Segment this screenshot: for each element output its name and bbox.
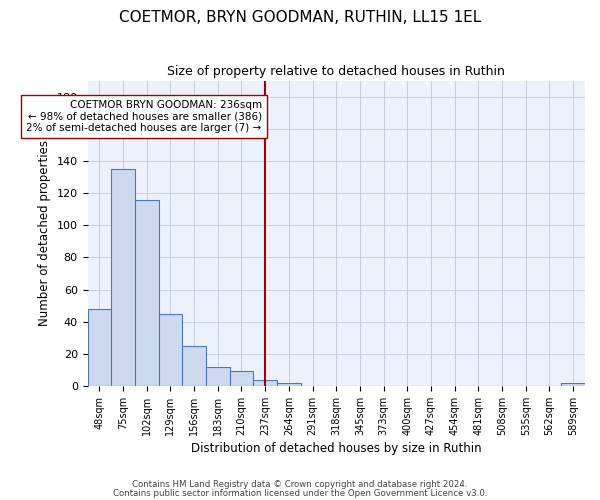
Bar bbox=[135, 200, 158, 386]
Text: COETMOR BRYN GOODMAN: 236sqm
← 98% of detached houses are smaller (386)
2% of se: COETMOR BRYN GOODMAN: 236sqm ← 98% of de… bbox=[26, 100, 262, 133]
X-axis label: Distribution of detached houses by size in Ruthin: Distribution of detached houses by size … bbox=[191, 442, 482, 455]
Y-axis label: Number of detached properties: Number of detached properties bbox=[38, 140, 51, 326]
Bar bbox=[230, 372, 253, 386]
Bar bbox=[253, 380, 277, 386]
Bar bbox=[562, 382, 585, 386]
Bar bbox=[158, 314, 182, 386]
Bar bbox=[182, 346, 206, 386]
Text: Contains HM Land Registry data © Crown copyright and database right 2024.: Contains HM Land Registry data © Crown c… bbox=[132, 480, 468, 489]
Text: COETMOR, BRYN GOODMAN, RUTHIN, LL15 1EL: COETMOR, BRYN GOODMAN, RUTHIN, LL15 1EL bbox=[119, 10, 481, 25]
Title: Size of property relative to detached houses in Ruthin: Size of property relative to detached ho… bbox=[167, 65, 505, 78]
Bar bbox=[88, 309, 111, 386]
Bar bbox=[277, 382, 301, 386]
Text: Contains public sector information licensed under the Open Government Licence v3: Contains public sector information licen… bbox=[113, 488, 487, 498]
Bar bbox=[206, 366, 230, 386]
Bar bbox=[111, 169, 135, 386]
